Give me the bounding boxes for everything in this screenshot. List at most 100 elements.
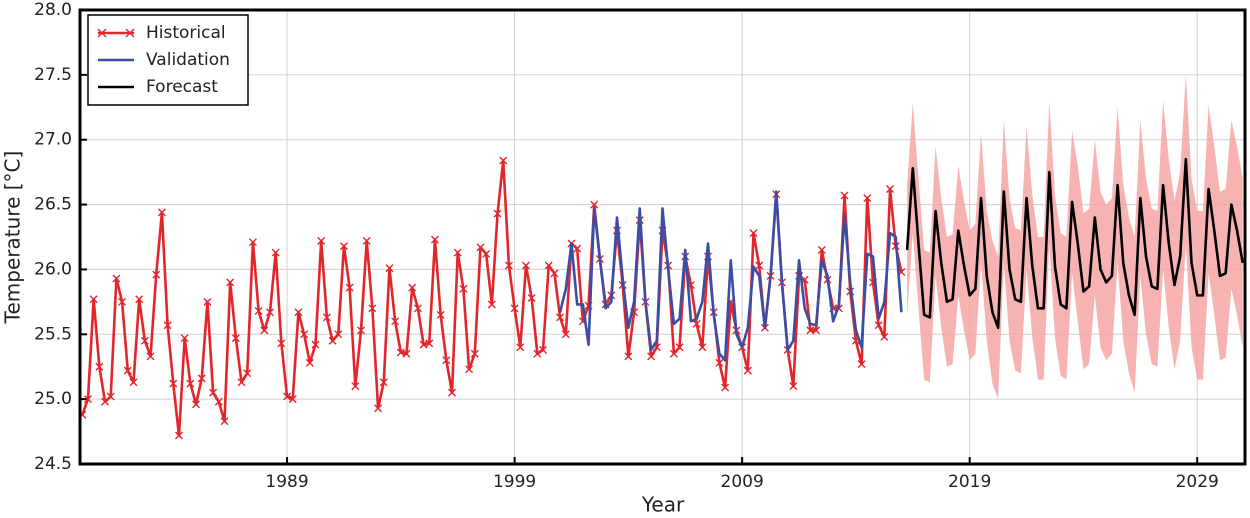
point-marker: [408, 283, 417, 292]
legend-label: Forecast: [146, 77, 218, 97]
point-marker: [277, 339, 286, 348]
point-marker: [118, 297, 127, 306]
point-marker: [544, 261, 553, 270]
point-marker: [123, 366, 132, 375]
legend-label: Validation: [146, 50, 230, 70]
point-marker: [254, 306, 263, 315]
point-marker: [203, 297, 212, 306]
point-marker: [465, 365, 474, 374]
point-marker: [146, 352, 155, 361]
point-marker: [886, 185, 895, 194]
y-tick-label: 24.5: [34, 454, 72, 474]
point-marker: [561, 330, 570, 339]
legend-marker: [125, 28, 135, 38]
point-marker: [197, 374, 206, 383]
point-marker: [83, 395, 92, 404]
point-marker: [857, 360, 866, 369]
point-marker: [180, 334, 189, 343]
point-marker: [573, 244, 582, 253]
y-tick-label: 26.5: [34, 195, 72, 215]
point-marker: [95, 362, 104, 371]
point-marker: [322, 313, 331, 322]
point-marker: [391, 317, 400, 326]
legend-box: [87, 14, 249, 106]
y-tick-label: 25.5: [34, 324, 72, 344]
x-tick-label: 1999: [493, 472, 536, 492]
y-tick-label: 27.0: [34, 130, 72, 150]
point-marker: [413, 304, 422, 313]
point-marker: [812, 326, 821, 335]
point-marker: [317, 236, 326, 245]
point-marker: [647, 352, 656, 361]
point-marker: [248, 238, 257, 247]
point-marker: [448, 388, 457, 397]
point-marker: [231, 334, 240, 343]
point-marker: [339, 242, 348, 251]
point-marker: [669, 349, 678, 358]
point-marker: [487, 300, 496, 309]
point-marker: [260, 326, 269, 335]
point-marker: [749, 229, 758, 238]
series-line: [558, 190, 903, 362]
point-marker: [493, 209, 502, 218]
point-marker: [402, 349, 411, 358]
point-marker: [174, 431, 183, 440]
confidence-band: [907, 74, 1243, 400]
point-marker: [499, 156, 508, 165]
point-marker: [430, 235, 439, 244]
point-marker: [163, 321, 172, 330]
point-marker: [590, 200, 599, 209]
legend-label: Historical: [146, 23, 226, 43]
point-marker: [755, 261, 764, 270]
point-marker: [283, 392, 292, 401]
point-marker: [550, 269, 559, 278]
point-marker: [112, 274, 121, 283]
point-marker: [675, 343, 684, 352]
x-tick-label: 2009: [721, 472, 764, 492]
point-marker: [135, 295, 144, 304]
point-marker: [874, 321, 883, 330]
point-marker: [453, 248, 462, 257]
point-marker: [300, 330, 309, 339]
point-marker: [209, 388, 218, 397]
point-marker: [152, 270, 161, 279]
point-marker: [817, 245, 826, 254]
y-tick-label: 26.0: [34, 259, 72, 279]
point-marker: [516, 343, 525, 352]
point-marker: [305, 358, 314, 367]
point-marker: [539, 345, 548, 354]
point-marker: [220, 417, 229, 426]
x-tick-label: 2019: [948, 472, 991, 492]
point-marker: [374, 404, 383, 413]
point-marker: [436, 310, 445, 319]
x-axis-label: Year: [641, 493, 685, 517]
point-marker: [89, 295, 98, 304]
point-marker: [482, 249, 491, 258]
point-marker: [698, 343, 707, 352]
point-marker: [504, 261, 513, 270]
legend: Historical Validation Forecast: [87, 14, 249, 106]
point-marker: [106, 392, 115, 401]
point-marker: [459, 284, 468, 293]
point-marker: [351, 382, 360, 391]
point-marker: [379, 378, 388, 387]
point-marker: [533, 349, 542, 358]
point-marker: [368, 304, 377, 313]
point-marker: [470, 349, 479, 358]
point-marker: [476, 243, 485, 252]
point-marker: [880, 332, 889, 341]
point-marker: [288, 395, 297, 404]
point-marker: [237, 378, 246, 387]
point-marker: [357, 326, 366, 335]
y-tick-label: 27.5: [34, 65, 72, 85]
series-line: [905, 157, 1245, 330]
point-marker: [789, 382, 798, 391]
point-marker: [311, 340, 320, 349]
plot-frame: [78, 8, 1247, 466]
point-marker: [442, 356, 451, 365]
point-marker: [334, 330, 343, 339]
point-marker: [294, 308, 303, 317]
point-marker: [214, 397, 223, 406]
point-marker: [186, 379, 195, 388]
point-marker: [192, 400, 201, 409]
